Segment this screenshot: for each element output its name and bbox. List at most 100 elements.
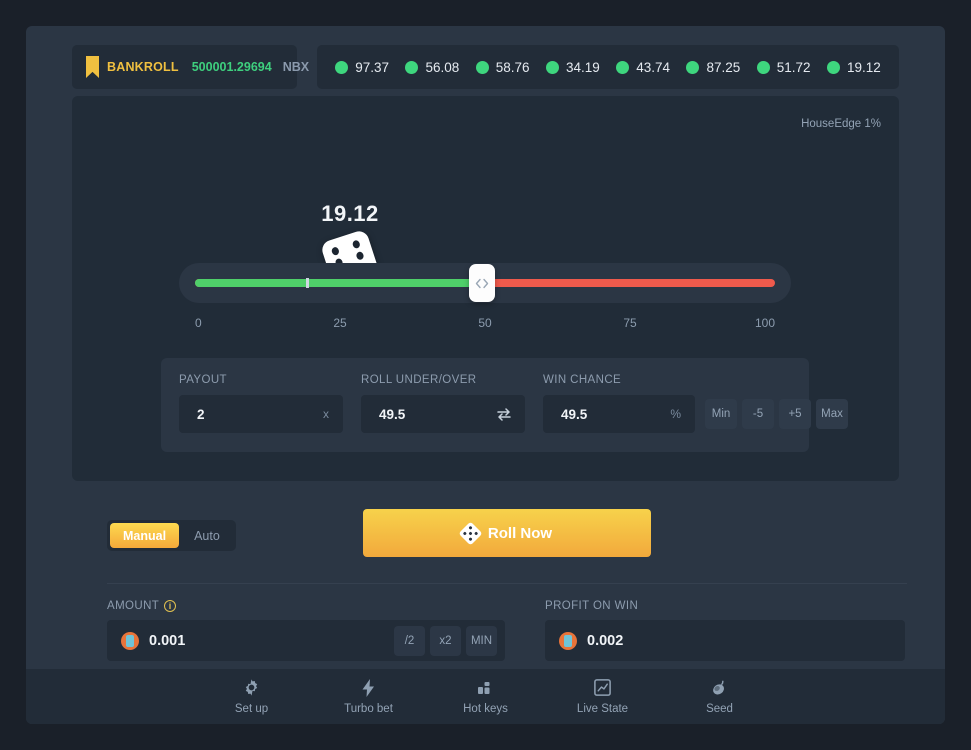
section-divider <box>107 583 907 584</box>
history-value: 51.72 <box>776 59 811 75</box>
amount-button-x2[interactable]: x2 <box>430 625 461 656</box>
payout-field[interactable]: x <box>179 395 343 433</box>
slider-scale-tick: 25 <box>333 316 347 330</box>
winchance-field[interactable]: % <box>543 395 695 433</box>
rollunderover-field-group: ROLL UNDER/OVER <box>361 374 525 433</box>
lightning-icon <box>360 678 377 697</box>
bankroll-display[interactable]: BANKROLL 500001.29694 NBX <box>72 45 309 89</box>
toolbar-item-hot-keys[interactable]: Hot keys <box>449 678 523 715</box>
profit-section: PROFIT ON WIN <box>545 600 905 661</box>
history-result-dot-icon <box>335 60 349 74</box>
winchance-button-min[interactable]: Min <box>705 399 737 429</box>
roll-now-label: Roll Now <box>487 524 553 542</box>
toolbar-item-live-state[interactable]: Live State <box>566 678 640 715</box>
amount-quick-buttons: /2 x2 MIN <box>394 625 505 656</box>
history-result-dot-icon <box>826 60 840 74</box>
history-value: 43.74 <box>636 59 671 75</box>
history-value: 58.76 <box>495 59 530 75</box>
slider-handle[interactable] <box>469 264 496 302</box>
payout-field-group: PAYOUT x <box>179 374 343 433</box>
winchance-label: WIN CHANCE <box>543 374 622 386</box>
history-result-dot-icon <box>686 60 700 74</box>
payout-suffix: x <box>323 407 329 421</box>
profit-label: PROFIT ON WIN <box>545 600 639 612</box>
slider-scale: 0 25 50 75 100 <box>195 316 775 332</box>
winchance-quick-buttons: Min -5 +5 Max <box>705 399 848 429</box>
bottom-toolbar: Set up Turbo bet Hot keys Live State Seed <box>26 669 945 724</box>
keyboard-icon <box>476 678 496 697</box>
history-result-dot-icon <box>616 60 630 74</box>
history-pill[interactable]: 43.74 <box>616 60 670 75</box>
bankroll-currency: NBX <box>282 60 310 74</box>
profit-field <box>545 620 905 661</box>
swap-vertical-icon[interactable] <box>496 407 525 422</box>
chart-square-icon <box>593 678 612 697</box>
gear-icon <box>242 678 261 697</box>
bet-mode-toggle: Manual Auto <box>107 520 236 551</box>
profit-value <box>587 632 905 649</box>
history-pill[interactable]: 34.19 <box>545 60 600 75</box>
payout-input[interactable] <box>179 406 323 422</box>
amount-button-min[interactable]: MIN <box>466 625 497 656</box>
amount-input[interactable] <box>149 632 394 649</box>
house-edge-label: HouseEdge 1% <box>801 118 881 130</box>
payout-label: PAYOUT <box>179 374 227 386</box>
toolbar-item-label: Set up <box>234 703 269 715</box>
bookmark-icon <box>86 56 99 78</box>
history-result-dot-icon <box>405 60 419 74</box>
winchance-button-max[interactable]: Max <box>816 399 848 429</box>
bankroll-amount: 500001.29694 <box>191 60 272 74</box>
rollunderover-input[interactable] <box>361 406 496 422</box>
rollunderover-field[interactable] <box>361 395 525 433</box>
history-pill[interactable]: 87.25 <box>686 60 740 75</box>
dice-icon <box>458 520 483 546</box>
toolbar-item-set-up[interactable]: Set up <box>215 678 289 715</box>
slider-scale-tick: 0 <box>195 316 202 330</box>
winchance-suffix: % <box>670 407 681 421</box>
history-result-dot-icon <box>756 60 770 74</box>
coin-icon <box>121 631 139 650</box>
slider-track[interactable] <box>195 264 775 302</box>
history-pill[interactable]: 19.12 <box>826 59 881 75</box>
winchance-input[interactable] <box>543 406 671 422</box>
history-value: 87.25 <box>706 59 741 75</box>
top-bar: BANKROLL 500001.29694 NBX 97.37 56.08 58.7… <box>72 45 899 89</box>
history-pill[interactable]: 51.72 <box>756 59 811 75</box>
history-pill[interactable]: 97.37 <box>335 60 389 75</box>
roll-now-button[interactable]: Roll Now <box>363 509 651 557</box>
toolbar-item-turbo-bet[interactable]: Turbo bet <box>332 678 406 715</box>
bet-inputs-panel: PAYOUT x ROLL UNDER/OVER <box>161 358 848 452</box>
winchance-button-minus5[interactable]: -5 <box>742 399 774 429</box>
dice-result-display: 19.12 <box>319 201 381 290</box>
amount-label: AMOUNT <box>107 600 160 612</box>
toolbar-item-label: Turbo bet <box>344 703 393 715</box>
chevron-left-right-icon <box>475 278 489 288</box>
winchance-button-plus5[interactable]: +5 <box>779 399 811 429</box>
history-value: 56.08 <box>425 59 460 75</box>
seed-icon <box>710 678 729 697</box>
slider-result-marker <box>305 278 309 288</box>
toolbar-item-label: Hot keys <box>463 703 508 715</box>
history-value: 97.37 <box>355 59 390 75</box>
slider-scale-tick: 50 <box>478 316 492 330</box>
toolbar-item-seed[interactable]: Seed <box>683 678 757 715</box>
roll-slider[interactable] <box>179 263 791 303</box>
slider-scale-tick: 100 <box>754 316 775 330</box>
mode-button-auto[interactable]: Auto <box>181 523 233 548</box>
toolbar-item-label: Seed <box>706 703 733 715</box>
history-pill[interactable]: 56.08 <box>405 60 459 75</box>
history-pill[interactable]: 58.76 <box>475 59 530 75</box>
mode-button-manual[interactable]: Manual <box>110 523 180 548</box>
history-value: 19.12 <box>846 59 881 75</box>
history-result-dot-icon <box>545 60 559 74</box>
toolbar-item-label: Live State <box>576 703 629 715</box>
coin-icon <box>559 631 577 650</box>
history-result-dot-icon <box>475 60 489 74</box>
game-panel: HouseEdge 1% 19.12 0 25 50 75 10 <box>72 96 899 481</box>
amount-label-row: AMOUNT i <box>107 600 505 612</box>
info-icon[interactable]: i <box>164 600 177 612</box>
amount-button-div2[interactable]: /2 <box>394 625 425 656</box>
